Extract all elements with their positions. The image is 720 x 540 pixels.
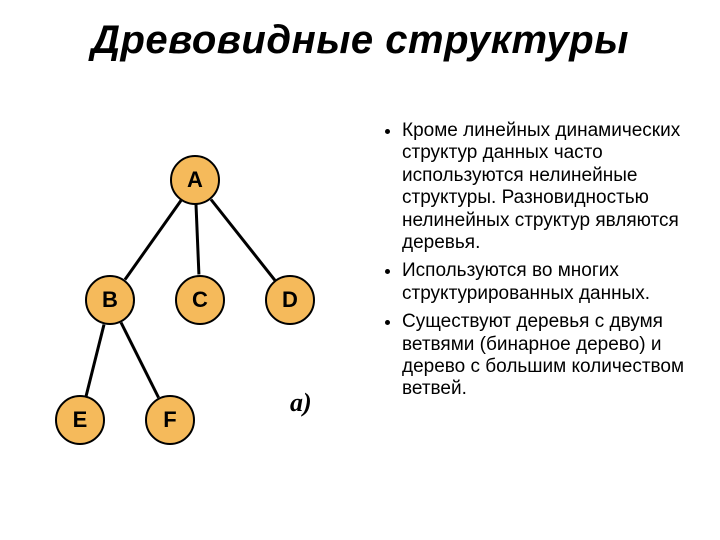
tree-edge: [123, 200, 182, 281]
slide-title: Древовидные структуры: [0, 18, 720, 63]
tree-edge: [209, 199, 275, 282]
tree-node-d: D: [265, 275, 315, 325]
tree-node-f: F: [145, 395, 195, 445]
tree-edge: [120, 322, 160, 399]
tree-diagram: a) A BCD EF: [30, 130, 340, 490]
bullet-column: Кроме линейных динамических структур дан…: [380, 120, 700, 407]
diagram-sublabel: a): [290, 388, 312, 418]
slide: Древовидные структуры a) A BCD EF Кроме ли…: [0, 0, 720, 540]
tree-node-c: C: [175, 275, 225, 325]
bullet-item: Используются во многих структурированных…: [402, 260, 700, 305]
bullet-item: Кроме линейных динамических структур дан…: [402, 120, 700, 254]
tree-node-e: E: [55, 395, 105, 445]
tree-node-a: A: [170, 155, 220, 205]
bullet-item: Существуют деревья с двумя ветвями (бина…: [402, 311, 700, 401]
bullet-list: Кроме линейных динамических структур дан…: [380, 120, 700, 401]
tree-node-b: B: [85, 275, 135, 325]
tree-edge: [195, 205, 201, 275]
tree-edge: [85, 324, 106, 396]
